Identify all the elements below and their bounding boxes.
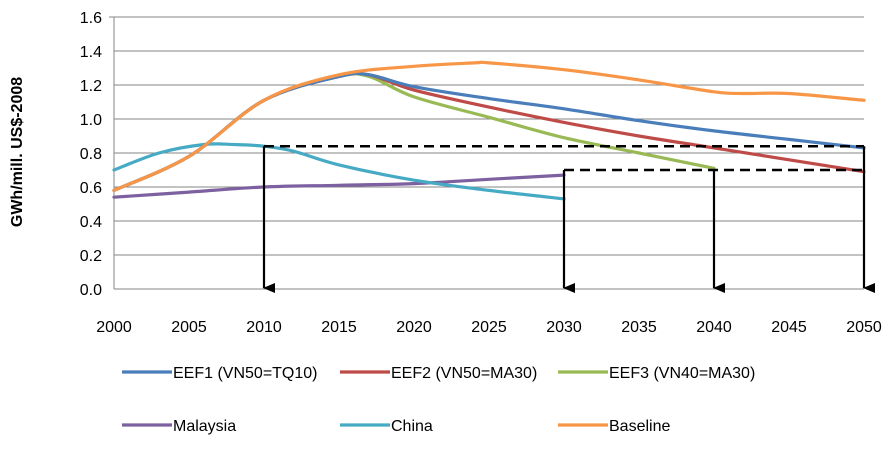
legend-label: EEF3 (VN40=MA30) <box>609 365 755 382</box>
legend-item: Baseline <box>558 418 670 435</box>
x-tick-label: 2015 <box>321 319 357 336</box>
series-line-malaysia <box>112 173 566 199</box>
annotations <box>262 144 875 293</box>
y-tick-label: 1.4 <box>80 44 102 61</box>
y-tick-label: 1.2 <box>80 78 102 95</box>
y-tick-label: 0.2 <box>80 248 102 265</box>
x-tick-label: 2025 <box>471 319 507 336</box>
series-line-baseline <box>112 60 866 192</box>
series-line-eef1-vn50-tq10 <box>112 71 866 192</box>
legend-label: Malaysia <box>173 418 236 435</box>
x-tick-label: 2035 <box>621 319 657 336</box>
series-line-china <box>112 142 566 201</box>
legend-label: Baseline <box>609 418 670 435</box>
y-tick-label: 0.4 <box>80 214 102 231</box>
legend-item: EEF1 (VN50=TQ10) <box>122 365 318 382</box>
y-tick-label: 1.0 <box>80 112 102 129</box>
legend-item: EEF2 (VN50=MA30) <box>340 365 537 382</box>
legend-item: China <box>340 418 433 435</box>
series-line-eef2-vn50-ma30 <box>112 71 866 192</box>
x-tick-label: 2040 <box>696 319 732 336</box>
x-tick-label: 2005 <box>171 319 207 336</box>
x-tick-label: 2030 <box>546 319 582 336</box>
y-tick-label: 1.6 <box>80 10 102 27</box>
y-tick-label: 0.0 <box>80 282 102 299</box>
x-tick-label: 2050 <box>846 319 882 336</box>
y-tick-label: 0.6 <box>80 180 102 197</box>
legend-label: EEF1 (VN50=TQ10) <box>173 365 318 382</box>
y-tick-label: 0.8 <box>80 146 102 163</box>
axes: 0.0 0.2 0.4 0.6 0.8 1.0 1.2 1.4 1.6 2000 2005 2010 2… <box>80 10 882 336</box>
series-lines <box>112 60 866 201</box>
x-tick-label: 2020 <box>396 319 432 336</box>
x-tick-label: 2010 <box>246 319 282 336</box>
legend: EEF1 (VN50=TQ10) EEF2 (VN50=MA30) EEF3 (VN… <box>122 365 755 435</box>
legend-label: China <box>391 418 433 435</box>
legend-item: Malaysia <box>122 418 236 435</box>
y-axis-label: GWh/mill. US$-2008 <box>9 77 26 227</box>
x-tick-label: 2045 <box>771 319 807 336</box>
legend-label: EEF2 (VN50=MA30) <box>391 365 537 382</box>
x-tick-label: 2000 <box>96 319 132 336</box>
legend-item: EEF3 (VN40=MA30) <box>558 365 755 382</box>
